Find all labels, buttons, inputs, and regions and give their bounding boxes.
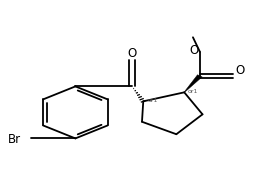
- Text: or1: or1: [147, 98, 158, 103]
- Text: Br: Br: [8, 133, 21, 146]
- Text: O: O: [235, 64, 245, 77]
- Text: O: O: [189, 44, 198, 57]
- Polygon shape: [184, 75, 202, 92]
- Text: or1: or1: [188, 89, 198, 94]
- Text: O: O: [127, 47, 137, 60]
